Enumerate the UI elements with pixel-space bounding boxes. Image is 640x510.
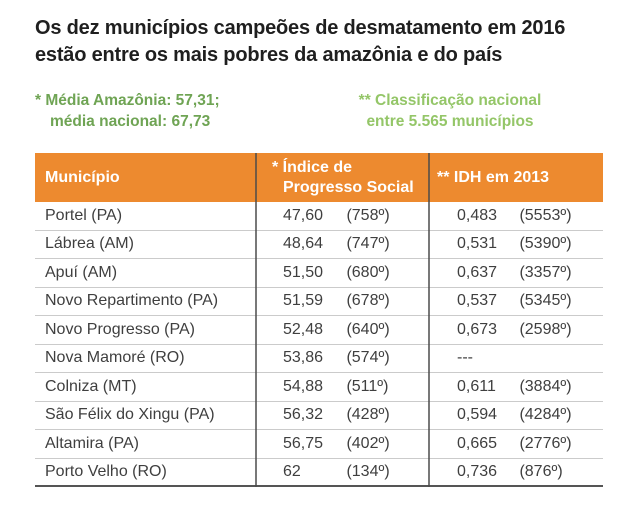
- ips-value: 47,60: [283, 206, 324, 224]
- cell-municipio: Colniza (MT): [45, 377, 137, 395]
- ips-footnote-line-2: média nacional: 67,73: [50, 113, 211, 130]
- cell-municipio: São Félix do Xingu (PA): [45, 406, 215, 424]
- cell-ips: 62 (134º): [255, 463, 428, 481]
- cell-ips: 47,60 (758º): [255, 207, 428, 225]
- idh-value: 0,665: [457, 434, 498, 452]
- table-row: Novo Progresso (PA) 52,48 (640º) 0,673 (…: [35, 316, 603, 345]
- ips-footnote: * Média Amazônia: 57,31; média nacional:…: [35, 90, 220, 132]
- idh-value: 0,483: [457, 206, 498, 224]
- idh-value: 0,537: [457, 292, 498, 310]
- idh-footnote-line-2: entre 5.565 municípios: [366, 113, 534, 130]
- ips-value: 56,75: [283, 434, 324, 452]
- cell-ips: 48,64 (747º): [255, 235, 428, 253]
- cell-municipio: Lábrea (AM): [45, 235, 134, 253]
- cell-idh: ---: [428, 349, 603, 367]
- table-row: São Félix do Xingu (PA) 56,32 (428º) 0,5…: [35, 402, 603, 430]
- cell-ips: 51,50 (680º): [255, 264, 428, 282]
- header-cell-municipio: Município: [45, 168, 120, 186]
- ips-value: 48,64: [283, 235, 324, 253]
- table-row: Porto Velho (RO) 62 (134º) 0,736 (876º): [35, 459, 603, 487]
- idh-rank: (2598º): [519, 320, 572, 338]
- ips-rank: (747º): [346, 235, 390, 253]
- cell-idh: 0,665 (2776º): [428, 435, 603, 453]
- idh-footnote-line-1: ** Classificação nacional: [358, 92, 542, 109]
- table-row: Colniza (MT) 54,88 (511º) 0,611 (3884º): [35, 373, 603, 402]
- ips-rank: (640º): [346, 320, 390, 338]
- idh-rank: (876º): [519, 462, 563, 480]
- ips-value: 51,50: [283, 263, 324, 281]
- table-row: Portel (PA) 47,60 (758º) 0,483 (5553º): [35, 202, 603, 231]
- page-title: Os dez municípios campeões de desmatamen…: [35, 15, 565, 69]
- cell-idh: 0,594 (4284º): [428, 406, 603, 424]
- cell-municipio: Novo Repartimento (PA): [45, 292, 219, 310]
- idh-rank: (5390º): [519, 235, 572, 253]
- cell-idh: 0,611 (3884º): [428, 378, 603, 396]
- ips-value: 52,48: [283, 320, 324, 338]
- ips-rank: (428º): [346, 406, 390, 424]
- column-divider-2: [428, 153, 430, 487]
- table-row: Lábrea (AM) 48,64 (747º) 0,531 (5390º): [35, 231, 603, 259]
- header-ips-line-2: Progresso Social: [283, 178, 414, 196]
- ips-rank: (680º): [346, 263, 390, 281]
- idh-value: 0,611: [457, 377, 496, 395]
- cell-ips: 56,75 (402º): [255, 435, 428, 453]
- ips-rank: (574º): [346, 349, 390, 367]
- ips-value: 56,32: [283, 406, 324, 424]
- ips-rank: (678º): [346, 292, 390, 310]
- table-row: Apuí (AM) 51,50 (680º) 0,637 (3357º): [35, 259, 603, 288]
- cell-idh: 0,637 (3357º): [428, 264, 603, 282]
- idh-rank: (5553º): [519, 206, 572, 224]
- municipalities-table: Município * Índice de Progresso Social *…: [35, 153, 603, 487]
- cell-ips: 53,86 (574º): [255, 349, 428, 367]
- title-line-2: estão entre os mais pobres da amazônia e…: [35, 44, 503, 66]
- cell-ips: 56,32 (428º): [255, 406, 428, 424]
- table-body: Portel (PA) 47,60 (758º) 0,483 (5553º) L…: [35, 202, 603, 487]
- idh-rank: (3884º): [519, 377, 572, 395]
- idh-value: ---: [457, 349, 473, 367]
- table-row: Novo Repartimento (PA) 51,59 (678º) 0,53…: [35, 288, 603, 316]
- cell-ips: 51,59 (678º): [255, 292, 428, 310]
- idh-value: 0,594: [457, 406, 498, 424]
- cell-municipio: Altamira (PA): [45, 434, 139, 452]
- ips-rank: (134º): [346, 462, 390, 480]
- table-row: Altamira (PA) 56,75 (402º) 0,665 (2776º): [35, 430, 603, 459]
- cell-ips: 52,48 (640º): [255, 321, 428, 339]
- table-row: Nova Mamoré (RO) 53,86 (574º) ---: [35, 345, 603, 373]
- header-ips-line-1: * Índice de: [272, 158, 353, 176]
- ips-rank: (402º): [346, 434, 390, 452]
- cell-idh: 0,531 (5390º): [428, 235, 603, 253]
- ips-rank: (758º): [346, 206, 390, 224]
- idh-value: 0,531: [457, 235, 498, 253]
- idh-value: 0,736: [457, 462, 498, 480]
- idh-rank: (4284º): [519, 406, 572, 424]
- cell-municipio: Apuí (AM): [45, 263, 118, 281]
- idh-value: 0,637: [457, 263, 498, 281]
- cell-municipio: Nova Mamoré (RO): [45, 349, 185, 367]
- cell-municipio: Portel (PA): [45, 206, 123, 224]
- header-cell-idh: ** IDH em 2013: [437, 168, 550, 186]
- cell-ips: 54,88 (511º): [255, 378, 428, 396]
- cell-idh: 0,483 (5553º): [428, 207, 603, 225]
- cell-municipio: Novo Progresso (PA): [45, 320, 195, 338]
- ips-value: 51,59: [283, 292, 324, 310]
- ips-value: 62: [283, 462, 301, 480]
- ips-value: 54,88: [283, 377, 324, 395]
- header-cell-ips: * Índice de Progresso Social: [255, 153, 428, 202]
- cell-idh: 0,673 (2598º): [428, 321, 603, 339]
- column-divider-1: [255, 153, 257, 487]
- idh-rank: (2776º): [519, 434, 572, 452]
- cell-idh: 0,537 (5345º): [428, 292, 603, 310]
- idh-footnote: ** Classificação nacional entre 5.565 mu…: [330, 90, 570, 132]
- cell-idh: 0,736 (876º): [428, 463, 603, 481]
- ips-value: 53,86: [283, 349, 324, 367]
- cell-municipio: Porto Velho (RO): [45, 462, 167, 480]
- idh-rank: (5345º): [519, 292, 572, 310]
- idh-rank: (3357º): [519, 263, 572, 281]
- title-line-1: Os dez municípios campeões de desmatamen…: [35, 17, 566, 39]
- ips-footnote-line-1: * Média Amazônia: 57,31;: [35, 92, 220, 109]
- table-header: Município * Índice de Progresso Social *…: [35, 153, 603, 202]
- ips-rank: (511º): [346, 377, 389, 395]
- idh-value: 0,673: [457, 320, 498, 338]
